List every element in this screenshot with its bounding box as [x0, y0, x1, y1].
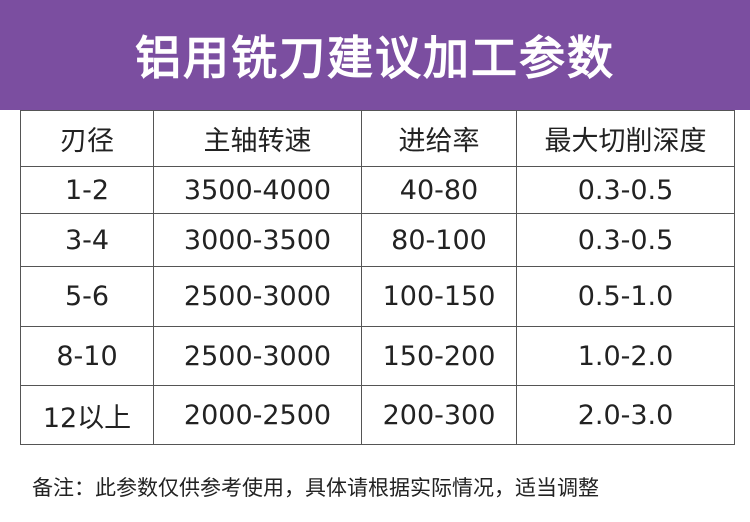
cell-blade-diameter: 12以上 [20, 385, 154, 445]
page-title: 铝用铣刀建议加工参数 [135, 31, 615, 85]
cell-max-cut-depth: 2.0-3.0 [516, 385, 735, 445]
table-row: 3-4 3000-3500 80-100 0.3-0.5 [20, 213, 735, 267]
table-row: 12以上 2000-2500 200-300 2.0-3.0 [20, 385, 735, 445]
cell-blade-diameter: 5-6 [20, 266, 154, 327]
cell-feed-rate: 200-300 [361, 385, 517, 445]
cell-spindle-speed: 2500-3000 [153, 326, 362, 386]
cell-spindle-speed: 2000-2500 [153, 385, 362, 445]
header-feed-rate: 进给率 [361, 110, 517, 167]
title-banner: 铝用铣刀建议加工参数 [0, 0, 750, 110]
header-max-cut-depth: 最大切削深度 [516, 110, 735, 167]
cell-blade-diameter: 3-4 [20, 213, 154, 267]
cell-max-cut-depth: 0.3-0.5 [516, 166, 735, 214]
cell-spindle-speed: 3500-4000 [153, 166, 362, 214]
header-spindle-speed: 主轴转速 [153, 110, 362, 167]
cell-blade-diameter: 1-2 [20, 166, 154, 214]
table-row: 5-6 2500-3000 100-150 0.5-1.0 [20, 266, 735, 327]
cell-blade-diameter: 8-10 [20, 326, 154, 386]
cell-spindle-speed: 2500-3000 [153, 266, 362, 327]
cell-feed-rate: 40-80 [361, 166, 517, 214]
cell-feed-rate: 100-150 [361, 266, 517, 327]
cell-feed-rate: 80-100 [361, 213, 517, 267]
cell-max-cut-depth: 1.0-2.0 [516, 326, 735, 386]
table-header-row: 刃径 主轴转速 进给率 最大切削深度 [20, 110, 735, 167]
cell-max-cut-depth: 0.5-1.0 [516, 266, 735, 327]
table-row: 1-2 3500-4000 40-80 0.3-0.5 [20, 166, 735, 214]
cell-max-cut-depth: 0.3-0.5 [516, 213, 735, 267]
header-blade-diameter: 刃径 [20, 110, 154, 167]
table-row: 8-10 2500-3000 150-200 1.0-2.0 [20, 326, 735, 386]
cell-feed-rate: 150-200 [361, 326, 517, 386]
footnote: 备注：此参数仅供参考使用，具体请根据实际情况，适当调整 [32, 476, 599, 500]
parameters-table: 刃径 主轴转速 进给率 最大切削深度 1-2 3500-4000 40-80 0… [20, 110, 735, 445]
cell-spindle-speed: 3000-3500 [153, 213, 362, 267]
